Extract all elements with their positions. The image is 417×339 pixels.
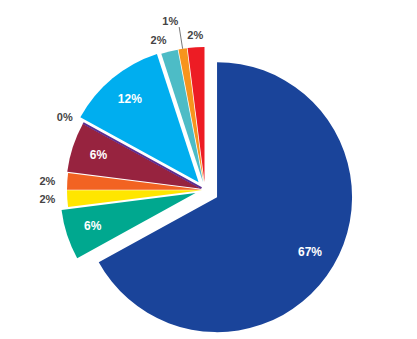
slice [67,190,202,207]
data-labels: 67% 6% 2% 2% 6% 0% 12% 2% 1% 2% [39,15,322,259]
data-label: 6% [84,219,102,233]
leader-line [179,27,182,49]
slices [62,47,352,332]
data-label: 6% [90,148,108,162]
data-label: 1% [162,15,178,27]
data-label: 2% [187,29,203,41]
data-label: 12% [118,92,142,106]
data-label: 2% [39,175,55,187]
data-label: 67% [298,245,322,259]
data-label: 2% [39,193,55,205]
data-label: 0% [57,111,73,123]
slice [188,47,205,182]
data-label: 2% [151,34,167,46]
chart: 67% 6% 2% 2% 6% 0% 12% 2% 1% 2% [0,0,417,339]
pie: 67% 6% 2% 2% 6% 0% 12% 2% 1% 2% [39,15,352,332]
